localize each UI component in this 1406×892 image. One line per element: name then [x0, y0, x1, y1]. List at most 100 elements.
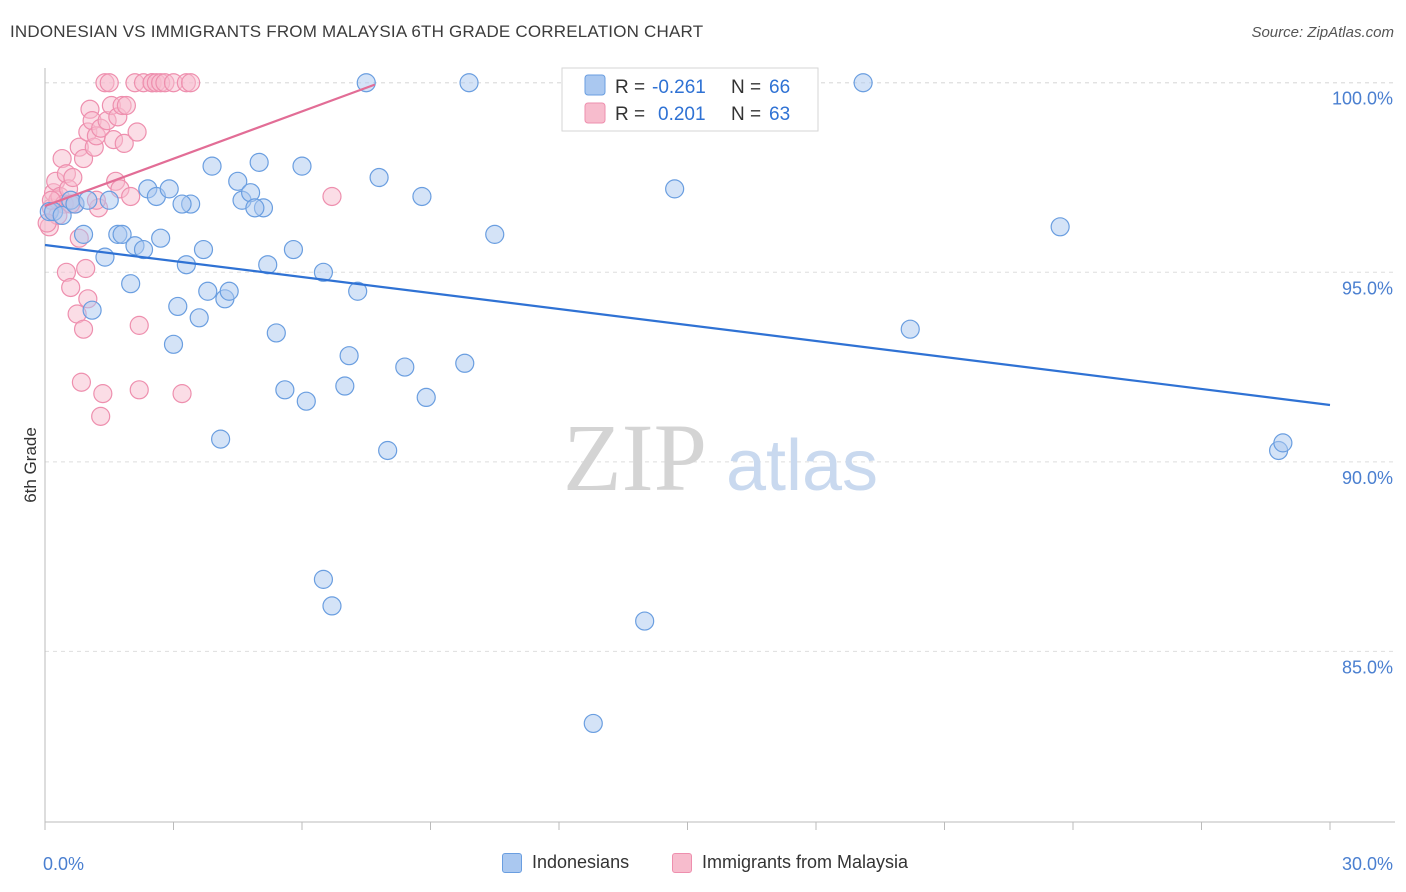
x-tick-label-min: 0.0% [43, 854, 84, 874]
watermark: ZIP atlas [563, 404, 878, 511]
indonesians-point-24 [202, 156, 222, 176]
legend-label-indonesians: Indonesians [532, 852, 630, 872]
indonesians-point-17 [163, 334, 184, 354]
legend-swatch-indonesians [502, 852, 522, 873]
indonesians-point-57 [853, 73, 873, 93]
grid-lines [45, 82, 1395, 652]
y-tick-label-85: 85.0% [1342, 657, 1393, 677]
bottom-legend: Indonesians Immigrants from Malaysia [0, 852, 1406, 878]
indonesians-point-58 [900, 319, 920, 339]
indonesians-point-19 [176, 255, 196, 275]
legend-box: R = -0.261 N = 66 R = 0.201 N = 63 [561, 67, 819, 132]
legend-swatch-malaysia [672, 852, 692, 873]
legend-r-value-2: 0.201 [658, 104, 706, 125]
indonesians-point-39 [313, 569, 334, 589]
legend-n-label-1: N = [731, 77, 761, 98]
indonesians-trend-line [44, 243, 1331, 407]
indonesians-point-42 [335, 376, 355, 396]
watermark-atlas: atlas [726, 426, 878, 506]
malaysia-point-30 [93, 384, 113, 404]
malaysia-trend-line [44, 83, 376, 207]
legend-item-malaysia: Immigrants from Malaysia [672, 852, 908, 873]
malaysia-point-54 [172, 384, 192, 404]
legend-item-indonesians: Indonesians [502, 852, 629, 873]
indonesians-point-54 [583, 713, 603, 734]
malaysia-point-42 [121, 186, 141, 207]
indonesians-point-31 [249, 152, 269, 172]
indonesians-point-41 [322, 596, 342, 616]
indonesians-point-18 [168, 296, 188, 317]
malaysia-point-18 [73, 319, 94, 339]
malaysia-point-41 [116, 95, 136, 116]
indonesians-point-35 [275, 380, 295, 400]
legend-n-value-1: 66 [769, 77, 790, 98]
y-tick-label-95: 95.0% [1342, 278, 1393, 298]
malaysia-point-29 [91, 406, 111, 426]
indonesians-point-2 [52, 205, 72, 226]
malaysia-point-20 [76, 258, 96, 279]
legend-n-label-2: N = [731, 104, 761, 125]
malaysia-point-33 [99, 73, 119, 93]
indonesians-point-61 [1273, 433, 1293, 453]
indonesians-point-4 [73, 224, 94, 244]
indonesians-point-48 [395, 357, 415, 377]
indonesians-point-28 [228, 171, 248, 191]
legend-swatch-blue [584, 74, 606, 96]
indonesians-point-16 [159, 179, 179, 199]
legend-n-value-2: 63 [769, 104, 790, 125]
indonesians-point-63 [78, 190, 98, 210]
y-axis-label: 6th Grade [21, 427, 40, 503]
indonesians-point-55 [635, 611, 655, 631]
indonesians-point-50 [416, 387, 436, 408]
indonesians-point-64 [172, 194, 192, 214]
malaysia-point-44 [127, 122, 147, 142]
malaysia-point-45 [129, 315, 149, 335]
indonesians-point-47 [378, 440, 398, 461]
indonesians-point-5 [82, 300, 102, 320]
indonesians-point-37 [292, 156, 312, 176]
indonesians-point-34 [266, 323, 286, 343]
watermark-zip: ZIP [563, 404, 707, 511]
malaysia-point-56 [181, 73, 201, 93]
indonesians-point-59 [1050, 217, 1070, 237]
malaysia-point-46 [129, 380, 149, 400]
axes [44, 68, 1395, 830]
indonesians-point-49 [412, 186, 432, 207]
indonesians-point-7 [99, 190, 119, 210]
indonesians-point-38 [296, 391, 316, 411]
legend-r-value-1: -0.261 [652, 77, 706, 98]
indonesians-point-10 [121, 274, 141, 294]
indonesians-point-40 [313, 262, 334, 282]
indonesians-point-12 [133, 239, 154, 260]
legend-swatch-pink [584, 102, 606, 124]
x-tick-label-max: 30.0% [1342, 854, 1393, 874]
tick-labels: 85.0% 90.0% 95.0% 100.0% 0.0% 30.0% [43, 89, 1393, 874]
legend-r-label-2: R = [615, 104, 645, 125]
malaysia-point-17 [71, 372, 92, 392]
indonesians-point-21 [189, 308, 209, 328]
y-tick-label-90: 90.0% [1342, 468, 1393, 488]
source-label: Source: ZipAtlas.com [1251, 24, 1394, 41]
indonesians-point-65 [245, 198, 265, 218]
y-tick-label-100: 100.0% [1332, 89, 1393, 109]
indonesians-point-56 [665, 179, 685, 199]
legend-label-malaysia: Immigrants from Malaysia [702, 852, 909, 872]
legend-r-label-1: R = [615, 77, 645, 98]
indonesians-point-52 [459, 73, 479, 93]
indonesians-point-23 [198, 281, 218, 301]
malaysia-point-40 [114, 133, 134, 154]
indonesians-point-43 [339, 346, 359, 366]
indonesians-point-22 [193, 239, 214, 260]
indonesians-point-36 [283, 239, 304, 260]
trend-lines [44, 83, 1331, 407]
indonesians-point-27 [219, 281, 239, 301]
indonesians-point-9 [112, 224, 132, 244]
malaysia-point-12 [63, 167, 83, 188]
series-indonesians-points [39, 73, 1293, 734]
indonesians-point-51 [455, 353, 475, 373]
chart-title: INDONESIAN VS IMMIGRANTS FROM MALAYSIA 6… [10, 22, 704, 41]
indonesians-point-46 [369, 167, 389, 188]
malaysia-point-11 [61, 277, 81, 298]
indonesians-point-25 [211, 429, 231, 449]
